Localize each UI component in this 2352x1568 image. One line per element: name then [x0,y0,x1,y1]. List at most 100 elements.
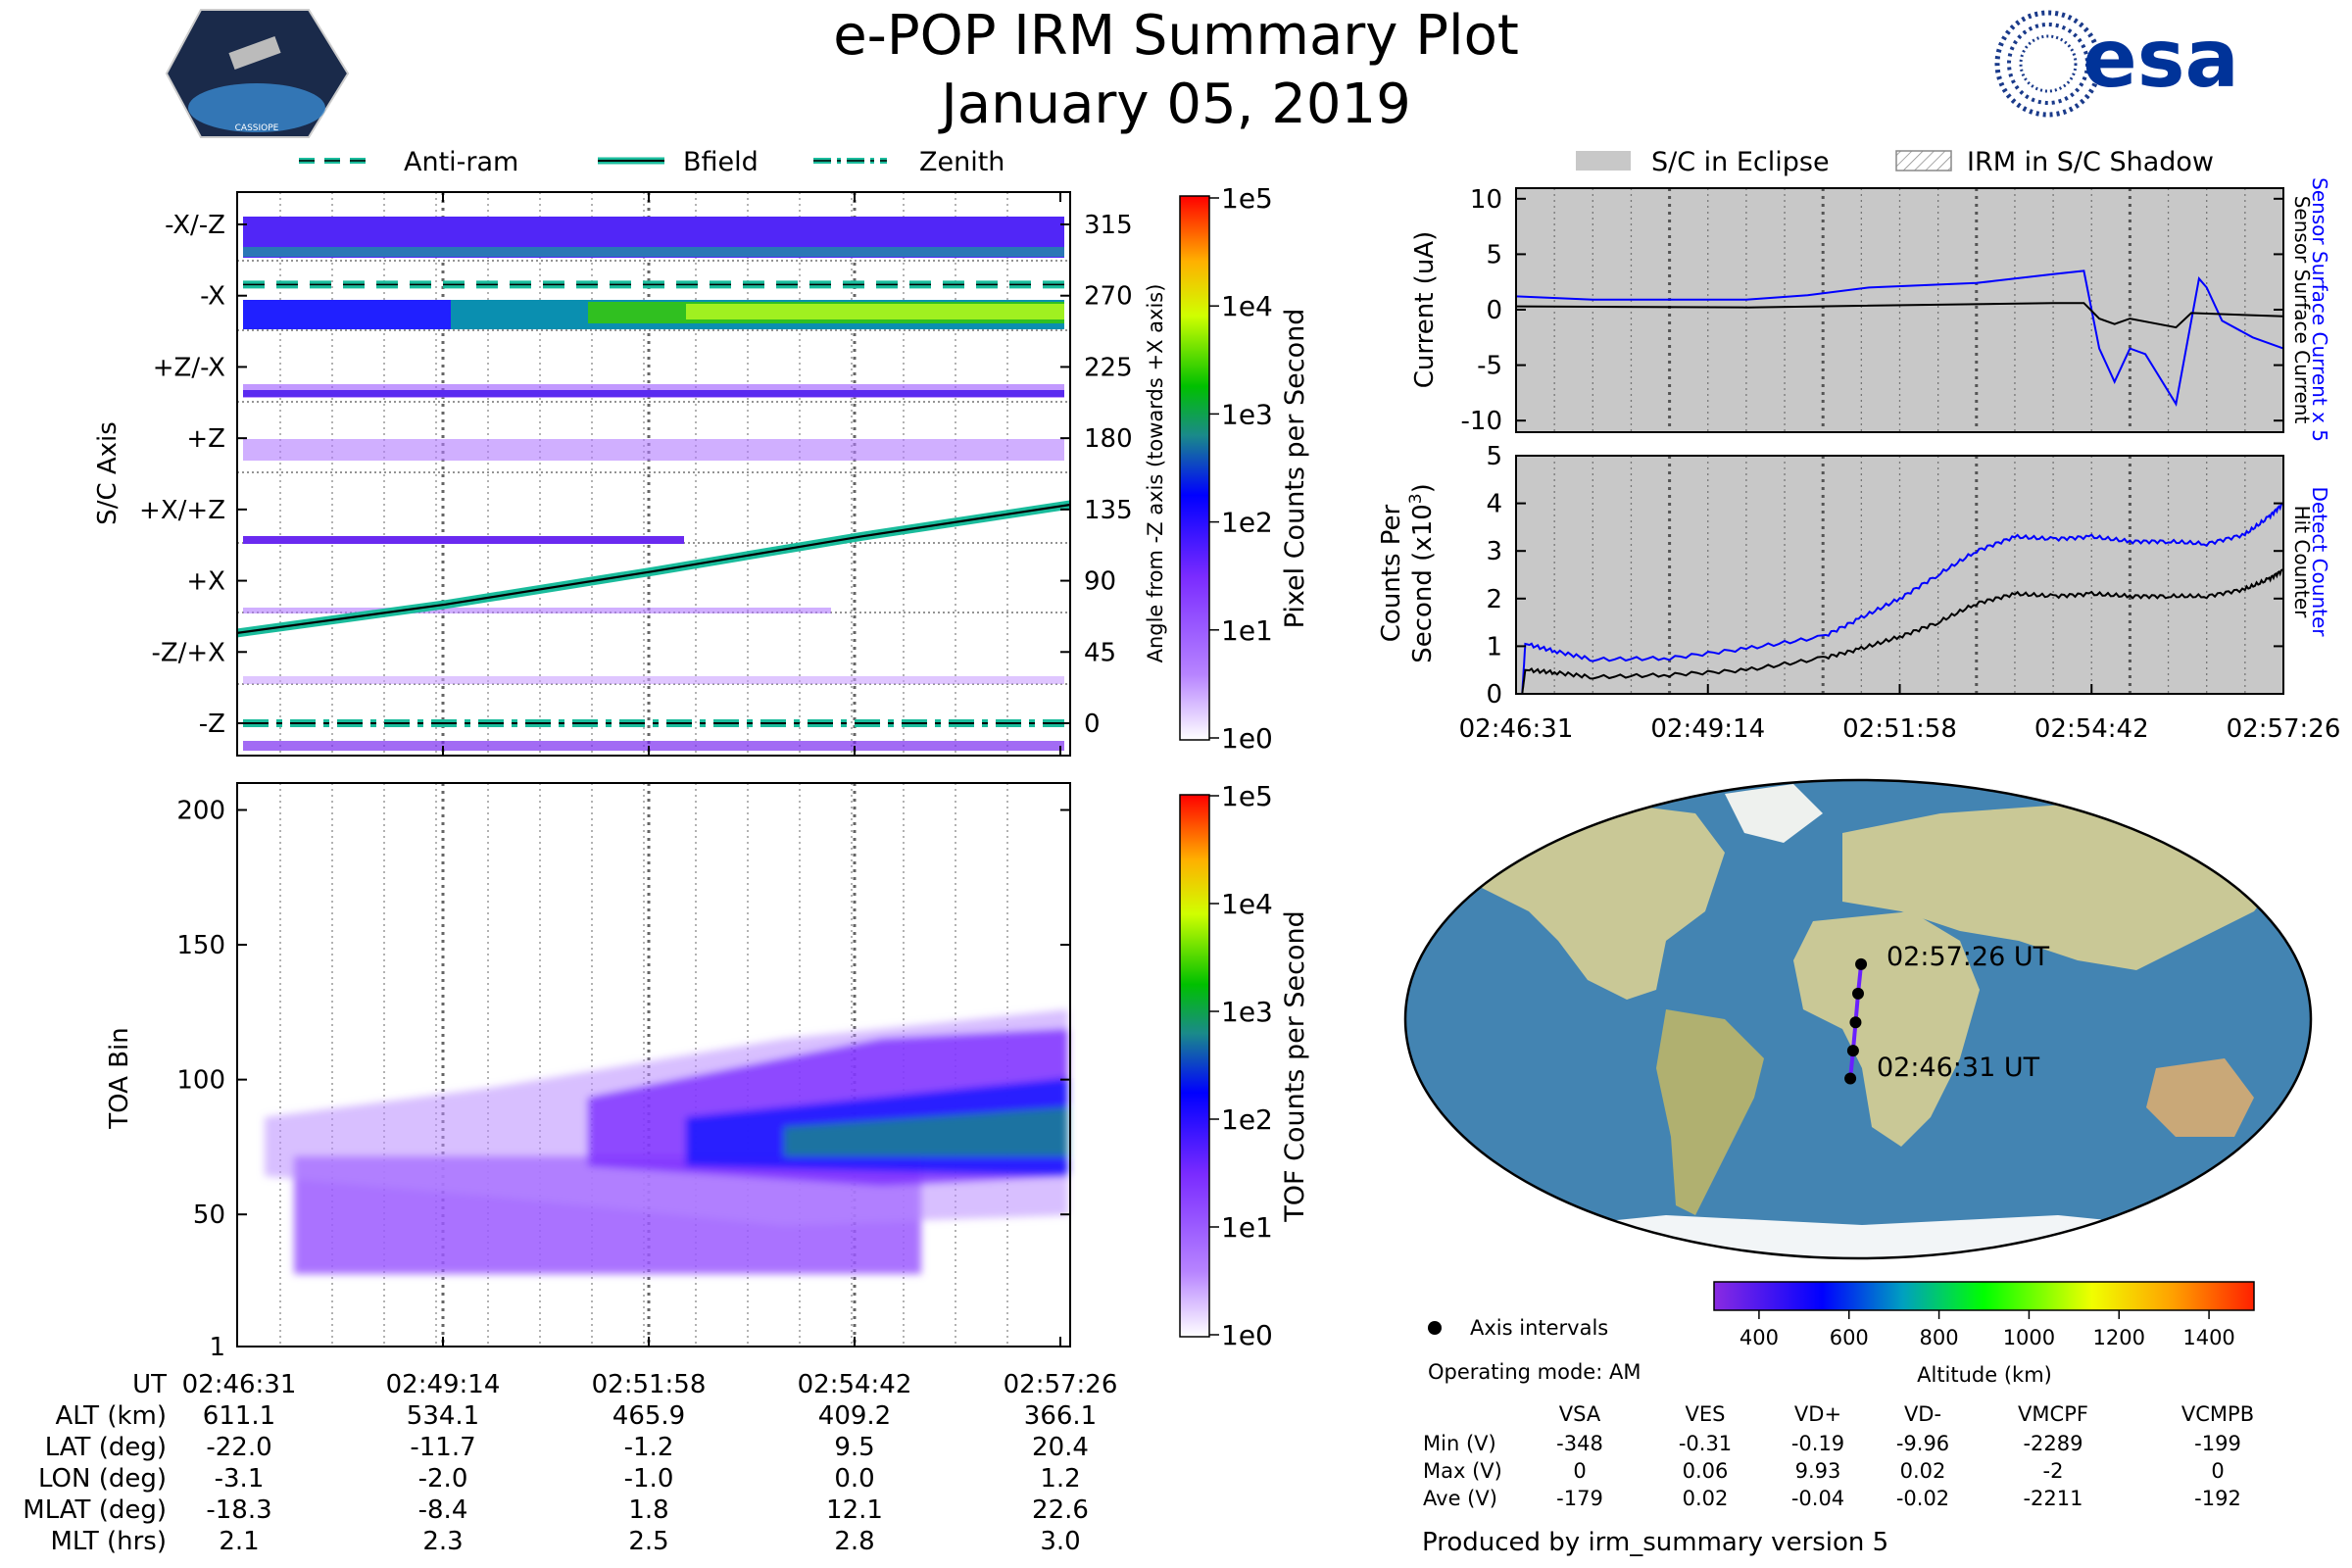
legend-shadow: IRM in S/C Shadow [1967,147,2214,177]
current-series [1515,270,2284,407]
footer-cell: -18.3 [206,1495,271,1525]
mission-logo-text: CASSIOPE [235,123,279,133]
pixel-left-tick-label: +Z/-X [153,353,225,382]
footer-cell: 611.1 [203,1401,275,1431]
voltage-header: VSA [1559,1402,1601,1426]
pixel-left-tick-label: +X [186,567,225,597]
counts-series [1516,502,2284,695]
voltage-cell: -9.96 [1896,1432,1949,1455]
footer-row-label: UT [132,1370,167,1399]
tof-ylabel: TOA Bin [105,1027,134,1129]
axis-interval-marker [1428,1321,1442,1335]
current-tick-label: 0 [1486,296,1502,325]
tof-tick-label: 50 [193,1200,225,1230]
track-start-label: 02:46:31 UT [1877,1053,2040,1083]
voltage-cell: -0.19 [1791,1432,1844,1455]
info-block: Axis intervals Operating mode: AM VSA VES… [1422,1316,2254,1557]
pixel-right-tick-label: 225 [1084,353,1133,382]
voltage-row-label: Ave (V) [1423,1487,1497,1510]
right-time-tick-label: 02:54:42 [2034,714,2149,744]
tof-colorbar: 1e0 1e1 1e2 1e3 1e4 1e5 TOF Counts per Second [1179,780,1310,1351]
footer-cell: 2.5 [628,1527,668,1556]
altitude-tick-label: 800 [1920,1326,1959,1349]
operating-mode: Operating mode: AM [1428,1360,1641,1384]
tof-colorbar-ticks: 1e0 1e1 1e2 1e3 1e4 1e5 [1209,780,1273,1351]
footer-row-label: MLAT (deg) [23,1495,167,1525]
current-ticks: 10 5 0 -5 -10 [1461,185,2283,436]
voltage-cell: -2211 [2023,1487,2082,1510]
altitude-tick-label: 1200 [2093,1326,2145,1349]
footer-cell: -2.0 [418,1464,468,1494]
altitude-colorbar: 400 600 800 1000 1200 1400 Altitude (km) [1713,1281,2255,1387]
footer-cell: 409.2 [818,1401,891,1431]
footer-cell: -3.1 [215,1464,265,1494]
counts-panel: 5 4 3 2 1 0 02:46:31 02:49:14 02:51:58 02:54:42 02… [1377,442,2340,744]
legend-eclipse: S/C in Eclipse [1651,147,1830,177]
pixel-right-tick-label: 90 [1084,567,1116,597]
voltage-row-label: Max (V) [1423,1459,1502,1483]
top-legend: Anti-ram Bfield Zenith [299,147,1004,177]
map-australia [2146,1058,2254,1137]
footer-cell: -1.2 [624,1433,674,1462]
current-tick-label: 10 [1470,185,1502,215]
pixel-colorbar: 1e0 1e1 1e2 1e3 1e4 1e5 Pixel Counts per Seco… [1179,182,1310,755]
tof-colorbar-label: TOF Counts per Second [1280,910,1310,1223]
footer-cell: -1.0 [624,1464,674,1494]
footer-cell: 0.0 [834,1464,874,1494]
map-africa [1793,911,1980,1147]
footer-cell: 12.1 [826,1495,883,1525]
colorbar-tick-label: 1e2 [1221,1103,1273,1136]
track-point [1852,987,1864,1000]
footer-cell: 22.6 [1032,1495,1089,1525]
voltage-cell: -0.31 [1679,1432,1732,1455]
voltage-cell: 0.06 [1683,1459,1729,1483]
footer-cell: 02:46:31 [182,1370,297,1399]
counts-ylabel-2: Second (x103) [1406,483,1438,663]
altitude-tick-label: 1400 [2182,1326,2234,1349]
bfield-line-core [236,503,1071,634]
footer-cell: 465.9 [612,1401,685,1431]
counts-tick-label: 5 [1486,442,1502,471]
colorbar-tick-label: 1e5 [1221,182,1273,215]
tof-density [265,1009,1068,1274]
footer-cell: 02:49:14 [386,1370,501,1399]
colorbar-tick-label: 1e1 [1221,1211,1273,1244]
right-time-tick-label: 02:49:14 [1650,714,1765,744]
footer-cell: 2.3 [422,1527,463,1556]
pixel-panel-guides [236,280,1071,727]
pixel-sector-bands [243,217,1064,751]
counts-tick-label: 3 [1486,537,1502,566]
current-x5-line [1515,270,2284,407]
voltage-row-label: Min (V) [1423,1432,1496,1455]
footer-cell: 3.0 [1040,1527,1080,1556]
voltage-header: VMCPF [2018,1402,2088,1426]
page-date: January 05, 2019 [938,73,1410,136]
tof-tick-label: 200 [176,797,225,826]
pixel-right-tick-label: 180 [1084,424,1133,454]
footer-row-label: LAT (deg) [45,1433,167,1462]
footer-cell: 534.1 [407,1401,479,1431]
pixel-left-tick-label: -Z/+X [151,638,225,667]
pixel-heatmap-panel: -X/-Z -X +Z/-X +Z +X/+Z +X -Z/+X -Z 315 270 225 180… [93,191,1167,757]
pixel-right-tick-label: 315 [1084,211,1133,240]
pixel-left-tick-label: -X/-Z [165,211,225,240]
current-ylabel: Current (uA) [1410,231,1440,388]
right-time-tick-label: 02:51:58 [1842,714,1957,744]
voltage-cell: -2 [2043,1459,2064,1483]
voltage-header: VES [1686,1402,1726,1426]
footer-row-label: LON (deg) [38,1464,167,1494]
tof-tick-label: 1 [209,1333,225,1362]
current-gridlines [1553,188,2246,432]
voltage-cell: 0 [1573,1459,1586,1483]
voltage-table: VSA VES VD+ VD- VMCPF VCMPB Min (V) -348 -0.31 -0… [1423,1402,2254,1510]
pixel-panel-ticks: -X/-Z -X +Z/-X +Z +X/+Z +X -Z/+X -Z 315 270 225 180… [139,192,1133,756]
voltage-cell: 0.02 [1900,1459,1946,1483]
footer-cell: 9.5 [834,1433,874,1462]
altitude-tick-label: 600 [1830,1326,1869,1349]
voltage-cell: -199 [2194,1432,2241,1455]
pixel-left-tick-label: -X [200,282,225,312]
pixel-ylabel-right: Angle from -Z axis (towards +X axis) [1144,284,1167,663]
current-right-label-2: Sensor Surface Current [2290,196,2314,424]
